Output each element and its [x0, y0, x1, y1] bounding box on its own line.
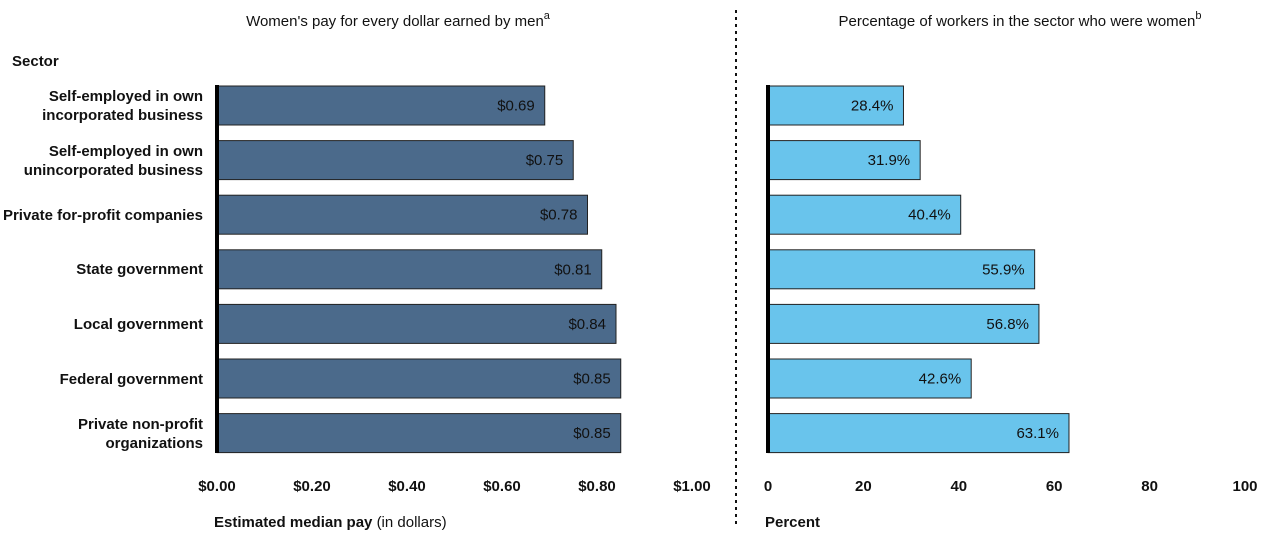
- chart-title: Percentage of workers in the sector who …: [839, 10, 1202, 30]
- value-label: $0.85: [573, 370, 611, 387]
- bar: [216, 140, 574, 181]
- category-label: Self-employed in own unincorporated busi…: [23, 142, 203, 179]
- value-label: 55.9%: [982, 261, 1025, 278]
- bar: [216, 249, 603, 290]
- x-tick-label: 20: [855, 478, 872, 495]
- x-tick-label: $0.60: [483, 478, 521, 495]
- x-tick-label: 60: [1046, 478, 1063, 495]
- value-label: 63.1%: [1016, 425, 1059, 442]
- value-label: $0.84: [568, 316, 606, 333]
- value-label: $0.75: [526, 152, 564, 169]
- x-axis-label-text: Percent: [765, 514, 820, 531]
- x-tick-label: $0.80: [578, 478, 616, 495]
- title-note: a: [544, 10, 551, 22]
- value-label: $0.69: [497, 97, 535, 114]
- category-label: Federal government: [59, 370, 203, 388]
- x-tick-label: $0.40: [388, 478, 426, 495]
- category-label: Local government: [73, 315, 203, 333]
- bar: [216, 194, 588, 235]
- value-label: 28.4%: [851, 97, 894, 114]
- x-axis-label-text: Estimated median pay: [214, 514, 373, 531]
- category-label: Private non-profit organizations: [77, 415, 203, 452]
- category-label: Self-employed in own incorporated busine…: [42, 88, 203, 124]
- bar: [767, 303, 1040, 344]
- value-label: 56.8%: [986, 316, 1029, 333]
- bar: [216, 358, 622, 399]
- x-tick-label: $1.00: [673, 478, 711, 495]
- category-label: Private for-profit companies: [2, 206, 203, 224]
- x-axis-label-note: (in dollars): [377, 514, 447, 531]
- category-label: State government: [76, 261, 203, 279]
- title-note: b: [1195, 10, 1201, 22]
- bar: [216, 85, 546, 126]
- x-tick-label: 80: [1141, 478, 1158, 495]
- chart-title-text: Women's pay for every dollar earned by m…: [246, 13, 544, 30]
- bar: [767, 140, 921, 181]
- x-axis-label: Estimated median pay (in dollars): [214, 514, 447, 531]
- value-label: 31.9%: [868, 152, 911, 169]
- bar: [767, 413, 1070, 454]
- bar: [767, 194, 962, 235]
- x-tick-label: $0.20: [293, 478, 331, 495]
- value-label: 40.4%: [908, 207, 951, 224]
- x-axis-label: Percent: [765, 514, 820, 531]
- bar: [216, 303, 617, 344]
- x-tick-label: $0.00: [198, 478, 236, 495]
- value-label: 42.6%: [919, 370, 962, 387]
- value-label: $0.85: [573, 425, 611, 442]
- value-label: $0.81: [554, 261, 592, 278]
- bar: [767, 249, 1036, 290]
- chart-title-text: Percentage of workers in the sector who …: [839, 13, 1196, 30]
- x-tick-label: 100: [1232, 478, 1257, 495]
- x-tick-label: 40: [950, 478, 967, 495]
- bar: [216, 413, 622, 454]
- x-tick-label: 0: [764, 478, 772, 495]
- chart-title: Women's pay for every dollar earned by m…: [246, 10, 551, 30]
- category-axis-label: Sector: [12, 53, 59, 70]
- value-label: $0.78: [540, 207, 578, 224]
